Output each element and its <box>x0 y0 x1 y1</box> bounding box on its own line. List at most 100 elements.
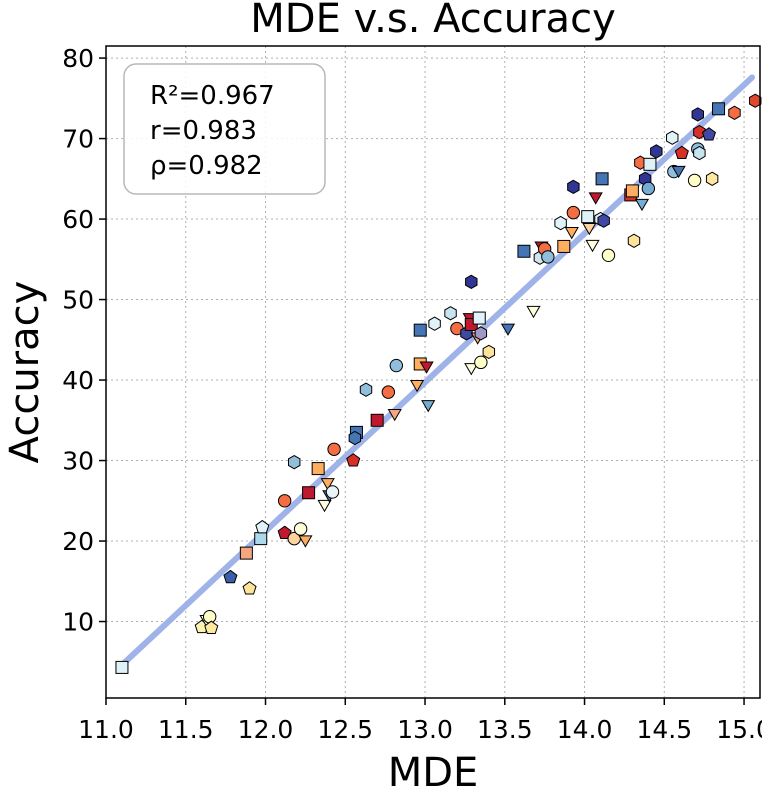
circle-point <box>325 485 340 499</box>
y-tick-label: 40 <box>62 366 94 395</box>
square-point <box>712 102 726 116</box>
square-point <box>595 172 609 186</box>
square-point <box>311 462 325 476</box>
hexagon-point <box>348 430 362 446</box>
pentagon-point <box>277 525 292 539</box>
square-point <box>472 311 486 325</box>
stat-r-squared: R²=0.967 <box>150 81 275 111</box>
hexagon-point <box>666 130 679 145</box>
y-axis-label: Accuracy <box>2 281 48 464</box>
circle-point <box>541 250 555 264</box>
square-point <box>517 244 531 258</box>
triangle-down-point <box>387 408 402 422</box>
hexagon-point <box>691 107 705 122</box>
y-tick-label: 80 <box>62 44 94 73</box>
y-tick-label: 10 <box>62 608 94 637</box>
pentagon-point <box>204 620 219 634</box>
square-point <box>239 546 253 560</box>
triangle-down-point <box>317 499 332 513</box>
pentagon-point <box>674 145 689 160</box>
triangle-down-point <box>564 227 579 240</box>
x-axis-label: MDE <box>388 750 479 796</box>
circle-point <box>381 385 396 399</box>
x-tick-label: 14.5 <box>636 715 692 744</box>
triangle-down-point <box>421 400 436 413</box>
triangle-down-point <box>671 165 686 179</box>
hexagon-point <box>554 215 567 231</box>
hexagon-point <box>650 144 663 159</box>
circle-point <box>601 248 616 262</box>
y-tick-label: 20 <box>62 527 94 556</box>
triangle-down-point <box>585 239 600 253</box>
circle-point <box>202 610 217 624</box>
hexagon-point <box>627 233 641 248</box>
square-point <box>557 239 571 253</box>
hexagon-point <box>428 316 441 331</box>
y-tick-label: 30 <box>62 447 94 476</box>
square-point <box>413 323 427 337</box>
circle-point <box>327 442 341 456</box>
data-points <box>115 93 762 674</box>
triangle-down-point <box>464 363 479 376</box>
hexagon-point <box>288 454 301 470</box>
hexagon-point <box>728 105 741 120</box>
stat-pearson-r: r=0.983 <box>150 116 257 146</box>
triangle-down-point <box>634 198 650 212</box>
x-tick-label: 12.5 <box>317 715 373 744</box>
chart-title: MDE v.s. Accuracy <box>250 0 615 42</box>
hexagon-point <box>597 213 610 228</box>
x-tick-label: 15.0 <box>716 715 762 744</box>
hexagon-point <box>567 179 580 195</box>
square-point <box>115 660 129 674</box>
triangle-down-point <box>582 223 597 236</box>
pentagon-point <box>701 127 717 141</box>
hexagon-point <box>444 306 457 321</box>
triangle-down-point <box>419 361 434 374</box>
pentagon-point <box>346 453 361 467</box>
pentagon-point <box>242 581 257 595</box>
triangle-down-point <box>588 192 603 205</box>
x-tick-label: 13.5 <box>477 715 533 744</box>
y-tick-label: 60 <box>62 205 94 234</box>
y-axis: 10 20 30 40 50 60 70 80 <box>62 44 106 637</box>
y-tick-label: 50 <box>62 286 94 315</box>
circle-point <box>641 181 656 196</box>
circle-point <box>474 355 488 370</box>
hexagon-point <box>359 382 373 397</box>
triangle-down-point <box>526 305 541 319</box>
square-point <box>643 157 657 171</box>
circle-point <box>277 494 292 508</box>
hexagon-point <box>705 171 719 186</box>
y-tick-label: 70 <box>62 125 94 154</box>
x-tick-label: 11.0 <box>78 715 134 744</box>
stats-box: R²=0.967 r=0.983 ρ=0.982 <box>123 63 326 195</box>
stats-box-frame <box>123 63 326 195</box>
x-tick-label: 12.0 <box>238 715 294 744</box>
hexagon-point <box>693 124 706 140</box>
stat-spearman-rho: ρ=0.982 <box>150 151 263 181</box>
triangle-down-point <box>409 379 425 393</box>
grid <box>105 46 760 698</box>
circle-point <box>293 522 308 536</box>
circle-point <box>566 205 581 220</box>
square-point <box>254 532 268 546</box>
square-point <box>625 184 639 198</box>
x-axis: 11.0 11.5 12.0 12.5 13.0 13.5 14.0 14.5 15.0 <box>78 698 762 744</box>
hexagon-point <box>693 145 706 161</box>
square-point <box>370 413 384 427</box>
circle-point <box>389 358 404 373</box>
x-tick-label: 11.5 <box>158 715 214 744</box>
plot-frame <box>105 45 761 699</box>
triangle-down-point <box>320 478 335 491</box>
circle-point <box>687 173 702 188</box>
triangle-down-point <box>298 535 313 548</box>
hexagon-point <box>474 326 488 341</box>
square-point <box>581 210 595 224</box>
x-tick-label: 14.0 <box>557 715 613 744</box>
x-tick-label: 13.0 <box>397 715 453 744</box>
hexagon-point <box>465 274 478 290</box>
pentagon-point <box>255 519 270 534</box>
hexagon-point <box>749 93 762 108</box>
pentagon-point <box>223 569 238 584</box>
